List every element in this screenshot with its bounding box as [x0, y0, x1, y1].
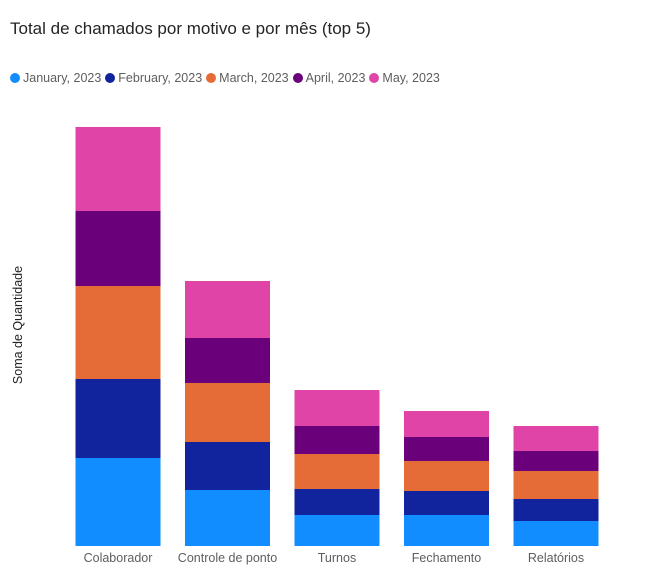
bar-segment[interactable] — [513, 471, 599, 499]
bar-segment[interactable] — [294, 426, 380, 454]
x-tick-label: Colaborador — [84, 551, 153, 565]
x-tick-label: Turnos — [318, 551, 356, 565]
legend-label: March, 2023 — [219, 71, 289, 85]
bar-segment[interactable] — [185, 490, 270, 546]
bar-segment[interactable] — [513, 426, 599, 451]
legend-item[interactable]: March, 2023 — [206, 71, 289, 85]
bar-segment[interactable] — [294, 489, 380, 515]
bar-segment[interactable] — [294, 515, 380, 546]
bar-segment[interactable] — [404, 411, 489, 437]
bar-segment[interactable] — [404, 515, 489, 546]
legend-item[interactable]: February, 2023 — [105, 71, 202, 85]
bar-segment[interactable] — [513, 499, 599, 521]
legend-marker — [10, 73, 20, 83]
bar-segment[interactable] — [404, 437, 489, 461]
legend-item[interactable]: January, 2023 — [10, 71, 101, 85]
bar-segment[interactable] — [294, 454, 380, 489]
legend: January, 2023 February, 2023 March, 2023 Ap… — [10, 71, 444, 85]
bar-segment[interactable] — [404, 491, 489, 515]
bar-segment[interactable] — [513, 451, 599, 471]
bar-segment[interactable] — [294, 390, 380, 426]
legend-marker — [105, 73, 116, 83]
legend-label: April, 2023 — [305, 71, 366, 85]
bar-segment[interactable] — [185, 442, 270, 490]
bar-segment[interactable] — [75, 127, 161, 211]
bar-segment[interactable] — [185, 383, 270, 442]
legend-label: May, 2023 — [382, 71, 440, 85]
chart-title: Total de chamados por motivo e por mês (… — [10, 19, 371, 38]
bar-segment[interactable] — [75, 379, 161, 458]
bar-segment[interactable] — [513, 521, 599, 546]
x-tick-label: Controle de ponto — [178, 551, 277, 565]
bar-segment[interactable] — [75, 211, 161, 286]
legend-marker — [292, 73, 303, 83]
legend-label: February, 2023 — [118, 71, 203, 85]
bar-segment[interactable] — [404, 461, 489, 491]
x-tick-label: Fechamento — [412, 551, 482, 565]
x-tick-label: Relatórios — [528, 551, 584, 565]
bar-segment[interactable] — [75, 458, 161, 546]
bar-segment[interactable] — [185, 281, 270, 338]
bar-segment[interactable] — [185, 338, 270, 383]
bar-segment[interactable] — [75, 286, 161, 379]
legend-item[interactable]: May, 2023 — [369, 71, 440, 85]
legend-label: January, 2023 — [23, 71, 102, 85]
legend-marker — [206, 73, 217, 83]
legend-item[interactable]: April, 2023 — [292, 71, 366, 85]
legend-marker — [369, 73, 380, 83]
